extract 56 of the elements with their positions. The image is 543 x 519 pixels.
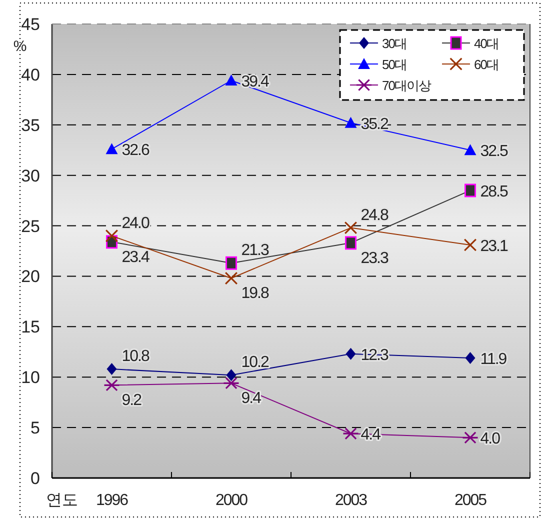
point xyxy=(343,428,358,440)
legend-label: 40대 xyxy=(474,36,498,51)
y-tick-label: 15 xyxy=(21,318,40,337)
point xyxy=(464,238,476,252)
data-label: 23.4 xyxy=(122,248,150,266)
y-tick-label: 30 xyxy=(21,166,40,186)
data-label: 11.9 xyxy=(480,350,508,368)
y-tick-label: 35 xyxy=(21,116,40,135)
data-label: 23.1 xyxy=(480,238,508,255)
point xyxy=(346,348,356,360)
point xyxy=(464,144,476,156)
data-label: 24.8 xyxy=(360,206,389,224)
legend-label: 60대 xyxy=(474,57,498,72)
point xyxy=(225,272,238,284)
point xyxy=(224,377,239,390)
point xyxy=(106,230,118,242)
x-tick-label: 2003 xyxy=(334,492,368,509)
legend-label: 70대이상 xyxy=(382,78,432,93)
data-label: 19.8 xyxy=(241,285,270,302)
point xyxy=(462,432,478,444)
point xyxy=(104,379,120,392)
point xyxy=(465,352,476,364)
x-tick-label: 2000 xyxy=(215,492,248,509)
x-tick-label: 2005 xyxy=(454,492,488,509)
data-label: 32.5 xyxy=(480,143,508,160)
point xyxy=(226,256,237,270)
point xyxy=(226,369,236,382)
data-label: 9.4 xyxy=(241,390,262,408)
data-label: 28.5 xyxy=(480,183,508,200)
point xyxy=(344,116,357,128)
y-tick-label: 5 xyxy=(30,418,40,438)
y-axis-title: % xyxy=(13,38,27,55)
point xyxy=(344,222,357,234)
point xyxy=(345,236,356,250)
x-tick-label: 1996 xyxy=(96,492,129,509)
data-label: 10.2 xyxy=(241,354,270,372)
legend-label: 30대 xyxy=(382,36,406,51)
y-tick-label: 0 xyxy=(30,469,40,488)
data-label: 21.3 xyxy=(241,242,270,260)
data-label: 9.2 xyxy=(122,392,142,410)
y-tick-label: 45 xyxy=(21,15,40,34)
data-label: 39.4 xyxy=(241,74,270,90)
y-tick-label: 20 xyxy=(21,267,40,286)
legend-label: 50대 xyxy=(382,57,406,72)
y-tick-label: 10 xyxy=(21,368,40,388)
x-axis-title: 연도 xyxy=(46,492,78,509)
y-tick-label: 25 xyxy=(21,216,40,236)
data-label: 10.8 xyxy=(122,348,150,366)
y-tick-label: 40 xyxy=(21,65,40,84)
point xyxy=(464,184,476,198)
data-label: 4.0 xyxy=(480,430,501,448)
point xyxy=(225,74,238,86)
point xyxy=(106,363,117,376)
point xyxy=(106,143,118,154)
data-label: 32.6 xyxy=(122,142,150,160)
data-label: 23.3 xyxy=(360,250,389,267)
